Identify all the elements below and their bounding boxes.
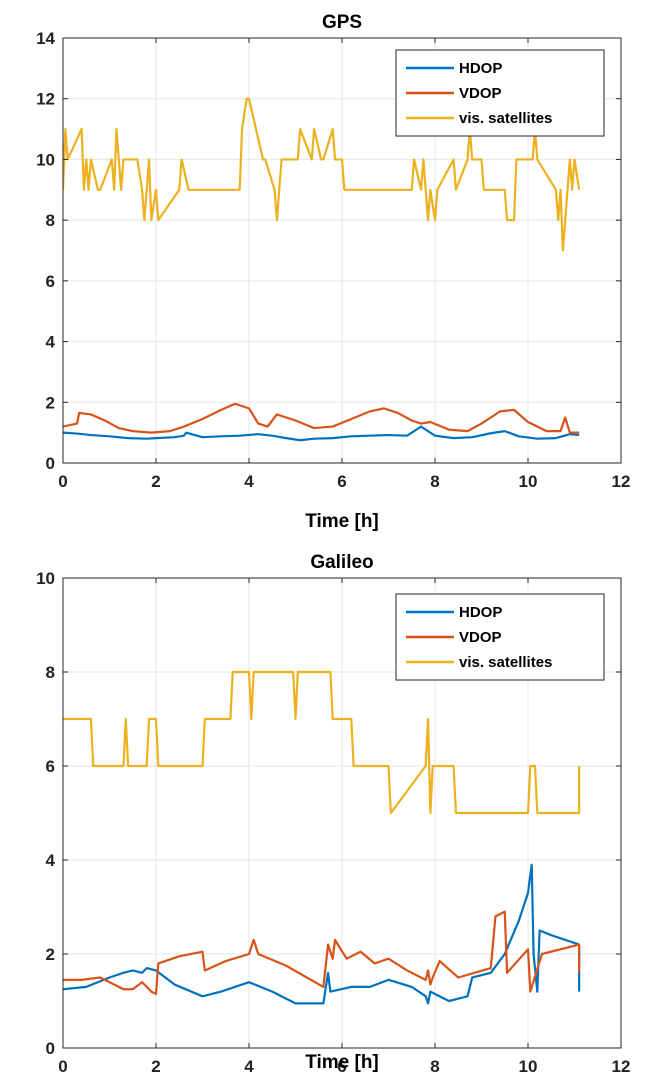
legend-label: HDOP [459, 604, 502, 621]
x-tick-label: 12 [612, 1057, 631, 1073]
x-tick-label: 4 [244, 472, 254, 491]
series-line-hdop [63, 425, 580, 442]
chart-2: 0 2 4 6 8 10 12 0 2 4 6 8 10 Galileo Time [h] HDOP VDOP v… [36, 552, 630, 1073]
x-tick-label: 12 [612, 472, 631, 491]
series-line-vdop [63, 910, 581, 996]
x-tick-label: 0 [58, 1057, 67, 1073]
y-tick-label: 10 [36, 150, 55, 169]
y-tick-label: 8 [46, 663, 55, 682]
x-tick-label: 8 [430, 472, 439, 491]
x-axis-label: Time [h] [305, 511, 379, 532]
legend-label: VDOP [459, 629, 502, 646]
series-line-hdop [63, 863, 581, 1005]
series-line-vis-satellites [63, 670, 581, 815]
x-tick-label: 10 [519, 1057, 538, 1073]
y-tick-label: 10 [36, 569, 55, 588]
x-tick-label: 6 [337, 472, 346, 491]
x-axis-label: Time [h] [305, 1052, 379, 1073]
chart-title: GPS [322, 12, 362, 33]
x-tick-label: 2 [151, 472, 160, 491]
y-tick-label: 2 [46, 945, 55, 964]
y-tick-label: 0 [46, 454, 55, 473]
legend-label: VDOP [459, 85, 502, 102]
legend-label: vis. satellites [459, 654, 552, 671]
series-line-vdop [63, 402, 580, 434]
y-tick-label: 6 [46, 272, 55, 291]
legend: HDOP VDOP vis. satellites [395, 49, 605, 137]
x-tick-label: 6 [337, 1057, 346, 1073]
legend-label: vis. satellites [459, 110, 552, 127]
y-tick-label: 6 [46, 757, 55, 776]
y-tick-label: 4 [46, 851, 56, 870]
series-line-vis-satellites [63, 97, 581, 252]
legend: HDOP VDOP vis. satellites [395, 593, 605, 681]
x-tick-label: 8 [430, 1057, 439, 1073]
y-tick-label: 14 [36, 29, 55, 48]
chart-1: 0 2 4 6 8 10 12 0 2 4 6 8 10 12 14 GPS Time [h] HDOP VDOP v… [36, 12, 630, 532]
y-tick-label: 2 [46, 393, 55, 412]
chart-title: Galileo [310, 552, 373, 573]
y-tick-label: 8 [46, 211, 55, 230]
x-tick-label: 2 [151, 1057, 160, 1073]
y-tick-label: 0 [46, 1039, 55, 1058]
legend-label: HDOP [459, 60, 502, 77]
x-tick-label: 4 [244, 1057, 254, 1073]
x-tick-label: 0 [58, 472, 67, 491]
x-tick-label: 10 [519, 472, 538, 491]
y-tick-label: 4 [46, 333, 56, 352]
y-tick-label: 12 [36, 90, 55, 109]
